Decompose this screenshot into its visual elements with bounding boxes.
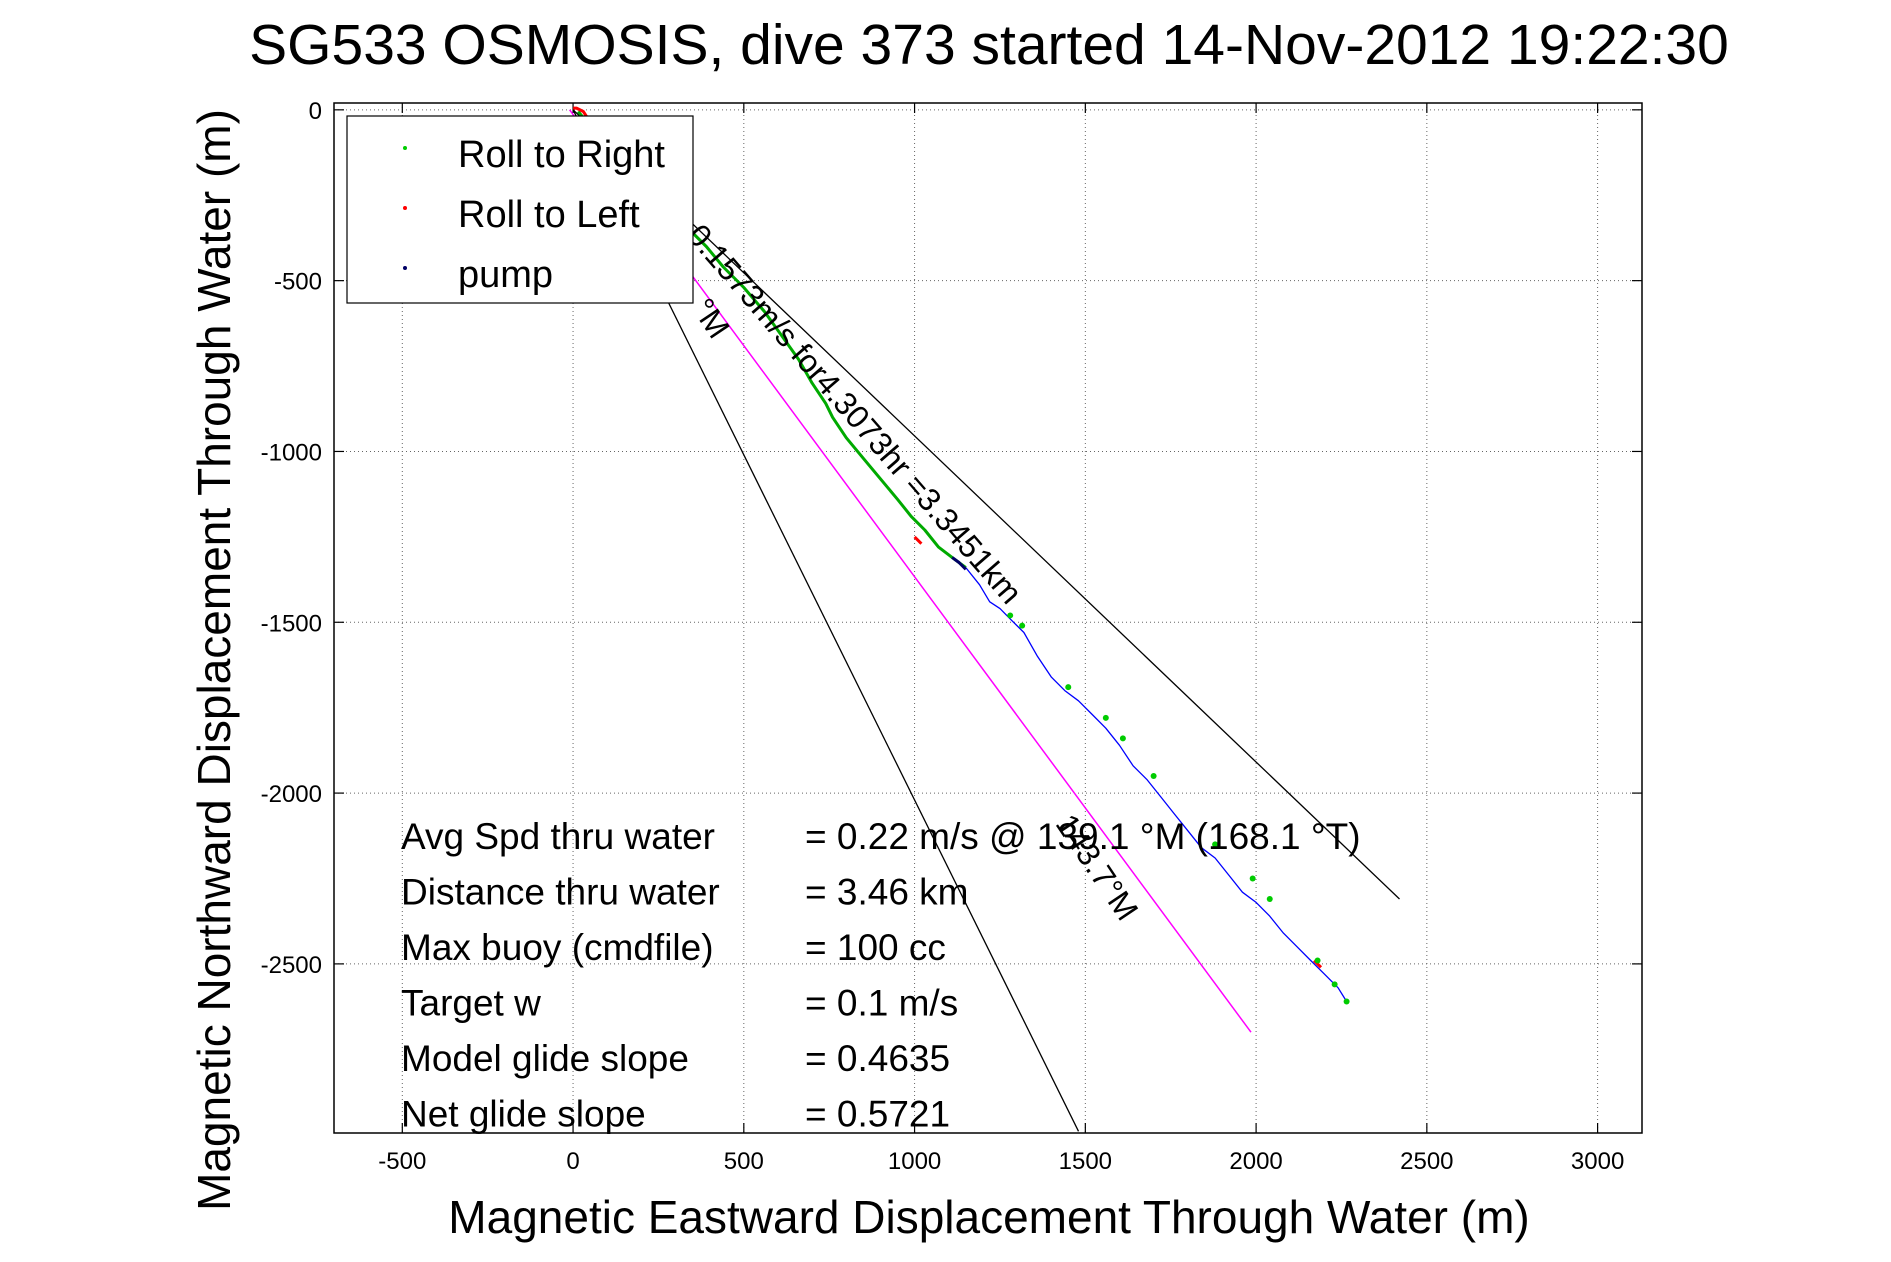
cone-boundary-line xyxy=(572,109,1400,900)
stat-value: = 0.5721 xyxy=(805,1094,950,1135)
stat-label: Target w xyxy=(401,983,541,1024)
x-tick-label: 1000 xyxy=(888,1148,941,1175)
stat-label: Distance thru water xyxy=(401,872,720,913)
stat-value: = 0.4635 xyxy=(805,1038,950,1079)
legend-marker xyxy=(403,266,407,270)
x-tick-label: 1500 xyxy=(1059,1148,1112,1175)
x-axis-label: Magnetic Eastward Displacement Through W… xyxy=(448,1191,1529,1243)
y-tick-labels: 0 -500 -1000 -1500 -2000 -2500 xyxy=(261,98,322,979)
x-tick-label: 0 xyxy=(566,1148,579,1175)
stat-label: Avg Spd thru water xyxy=(401,816,715,857)
roll-left-segment xyxy=(913,535,923,545)
y-tick-label: 0 xyxy=(309,98,322,125)
track-line-blue xyxy=(965,567,1348,1002)
stats-block: Avg Spd thru water = 0.22 m/s @ 139.1 °M … xyxy=(401,816,1361,1135)
x-tick-label: 2500 xyxy=(1400,1148,1453,1175)
roll-right-marker xyxy=(1343,998,1350,1005)
legend-label: pump xyxy=(458,254,553,296)
stat-value: = 100 cc xyxy=(805,927,946,968)
x-tick-labels: -500 0 500 1000 1500 2000 2500 3000 xyxy=(378,1148,1624,1175)
stat-label: Model glide slope xyxy=(401,1038,689,1079)
x-tick-label: 2000 xyxy=(1229,1148,1282,1175)
y-tick-label: -2500 xyxy=(261,952,322,979)
y-axis-label: Magnetic Northward Displacement Through … xyxy=(188,109,240,1211)
legend: Roll to Right Roll to Left pump xyxy=(346,115,694,304)
stat-value: = 3.46 km xyxy=(805,872,969,913)
x-tick-label: 500 xyxy=(724,1148,764,1175)
roll-right-marker xyxy=(1065,684,1072,691)
x-tick-label: -500 xyxy=(378,1148,426,1175)
x-tick-label: 3000 xyxy=(1571,1148,1624,1175)
roll-right-marker xyxy=(1019,622,1026,629)
stat-label: Max buoy (cmdfile) xyxy=(401,927,714,968)
roll-left-segment xyxy=(573,106,588,118)
chart-title: SG533 OSMOSIS, dive 373 started 14-Nov-2… xyxy=(249,13,1729,77)
roll-right-marker xyxy=(1266,895,1273,902)
stat-value: = 0.22 m/s @ 139.1 °M (168.1 °T) xyxy=(805,816,1361,857)
pump-segment xyxy=(951,556,967,571)
roll-right-marker xyxy=(1150,773,1157,780)
legend-marker xyxy=(403,146,407,150)
stat-label: Net glide slope xyxy=(401,1094,646,1135)
roll-right-marker xyxy=(1314,957,1321,964)
stat-value: = 0.1 m/s xyxy=(805,983,958,1024)
roll-right-marker xyxy=(1212,841,1219,848)
y-tick-label: -2000 xyxy=(261,781,322,808)
roll-right-marker xyxy=(1007,612,1014,619)
roll-right-marker xyxy=(1249,875,1256,882)
y-tick-label: -1500 xyxy=(261,610,322,637)
legend-label: Roll to Right xyxy=(458,134,665,176)
roll-right-marker xyxy=(1119,735,1126,742)
legend-label: Roll to Left xyxy=(458,194,640,236)
roll-right-marker xyxy=(1102,714,1109,721)
y-tick-label: -500 xyxy=(274,269,322,296)
roll-right-marker xyxy=(1331,981,1338,988)
axis-ticks xyxy=(334,103,1642,1133)
y-tick-label: -1000 xyxy=(261,439,322,466)
legend-marker xyxy=(403,206,407,210)
